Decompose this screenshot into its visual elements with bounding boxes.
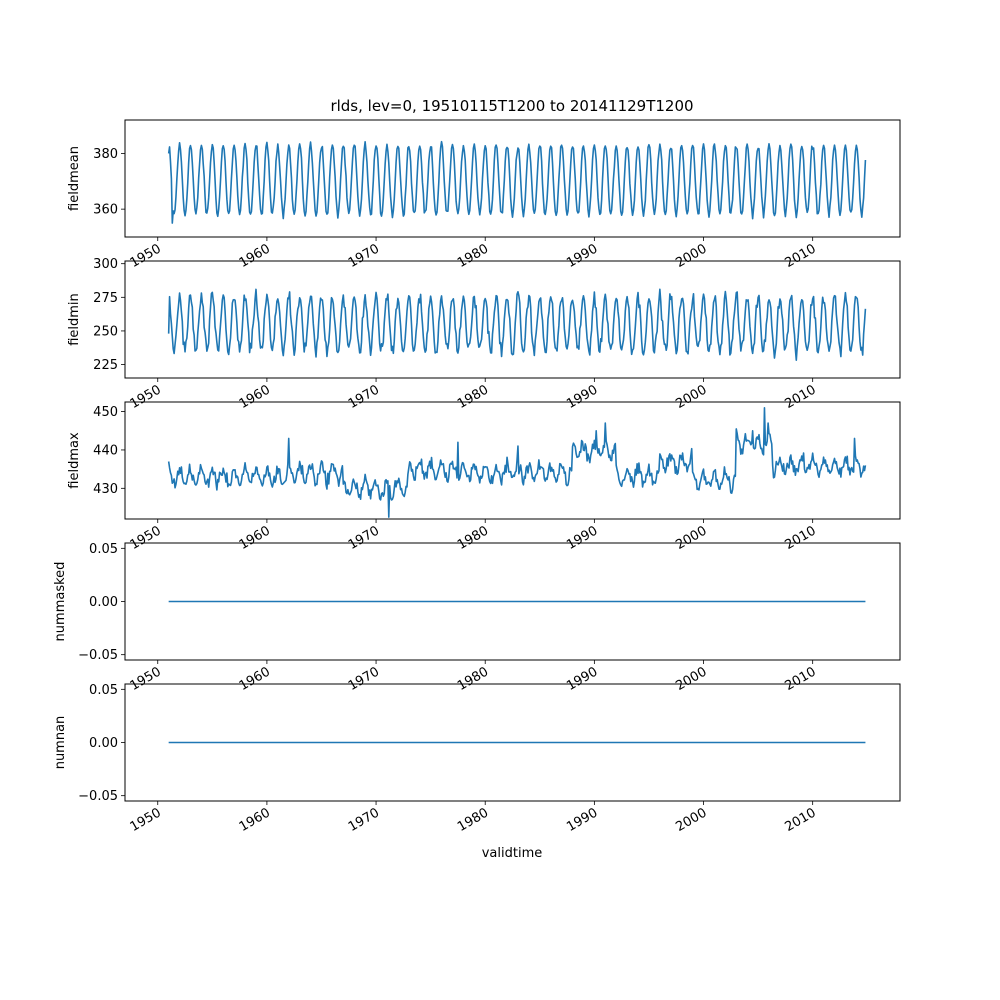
x-tick-label: 1950 [128, 805, 164, 835]
y-axis-label: numnan [53, 716, 68, 770]
x-tick-label: 2010 [783, 664, 819, 694]
series-line-fieldmax [167, 406, 867, 518]
x-tick-label: 1980 [455, 805, 491, 835]
x-tick-label: 2000 [673, 382, 709, 412]
y-tick-label: 275 [93, 291, 118, 306]
x-tick-label: 1980 [455, 523, 491, 553]
x-tick-label: 1980 [455, 664, 491, 694]
y-tick-label: −0.05 [78, 789, 118, 804]
y-tick-label: 0.00 [89, 736, 118, 751]
x-tick-label: 2010 [783, 382, 819, 412]
y-tick-label: 225 [93, 358, 118, 373]
x-tick-label: 2010 [783, 805, 819, 835]
x-tick-label: 1970 [346, 664, 382, 694]
x-tick-label: 2010 [783, 241, 819, 271]
y-tick-label: 360 [93, 203, 118, 218]
series-line-fieldmin [167, 288, 867, 361]
x-tick-label: 1980 [455, 382, 491, 412]
x-tick-label: 1950 [128, 664, 164, 694]
x-tick-label: 1960 [237, 241, 273, 271]
y-tick-label: 440 [93, 443, 118, 458]
x-tick-label: 1960 [237, 382, 273, 412]
y-tick-label: 0.00 [89, 595, 118, 610]
x-tick-label: 1950 [128, 382, 164, 412]
y-tick-label: 0.05 [89, 683, 118, 698]
subplot-numnan: −0.05 0.00 0.05 numnan 1950 1960 1970 1980 1990 2… [53, 683, 901, 835]
y-tick-label: −0.05 [78, 648, 118, 663]
chart-title: rlds, lev=0, 19510115T1200 to 20141129T1… [330, 97, 693, 115]
subplot-fieldmean: 360 380 fieldmean 1950 1960 1970 1980 1990 2000 2… [67, 119, 901, 271]
x-tick-label: 1960 [237, 523, 273, 553]
x-tick-label: 1960 [237, 805, 273, 835]
subplot-fieldmin: 225 250 275 300 fieldmin 1950 1960 1970 1980 1990… [67, 257, 901, 412]
x-tick-label: 1950 [128, 523, 164, 553]
x-tick-label: 1990 [564, 805, 600, 835]
x-tick-label: 2000 [673, 523, 709, 553]
axes-frame [124, 260, 901, 379]
x-tick-label: 1990 [564, 664, 600, 694]
y-axis-label: fieldmin [67, 293, 82, 346]
x-tick-label: 2000 [673, 805, 709, 835]
axes-frame [124, 401, 901, 520]
x-tick-label: 2000 [673, 664, 709, 694]
series-line-fieldmean [167, 140, 867, 224]
x-tick-label: 1970 [346, 382, 382, 412]
x-tick-label: 1960 [237, 664, 273, 694]
y-tick-label: 380 [93, 147, 118, 162]
y-tick-label: 300 [93, 257, 118, 272]
y-axis-label: fieldmean [67, 146, 82, 211]
axes-frame [124, 119, 901, 238]
y-tick-label: 450 [93, 405, 118, 420]
y-tick-label: 430 [93, 482, 118, 497]
x-tick-label: 1970 [346, 523, 382, 553]
x-tick-label: 2000 [673, 241, 709, 271]
x-tick-label: 1970 [346, 805, 382, 835]
x-tick-label: 1980 [455, 241, 491, 271]
x-tick-label: 2010 [783, 523, 819, 553]
y-tick-label: 250 [93, 324, 118, 339]
subplot-nummasked: −0.05 0.00 0.05 nummasked 1950 1960 1970 1980 19… [53, 542, 901, 694]
y-axis-label: nummasked [53, 562, 68, 642]
y-tick-label: 0.05 [89, 542, 118, 557]
x-tick-label: 1990 [564, 241, 600, 271]
x-tick-label: 1970 [346, 241, 382, 271]
x-tick-label: 1990 [564, 523, 600, 553]
x-axis-label: validtime [482, 846, 543, 861]
x-tick-label: 1950 [128, 241, 164, 271]
x-tick-label: 1990 [564, 382, 600, 412]
subplot-fieldmax: 430 440 450 fieldmax 1950 1960 1970 1980 1990 200… [67, 401, 901, 553]
y-axis-label: fieldmax [67, 432, 82, 489]
